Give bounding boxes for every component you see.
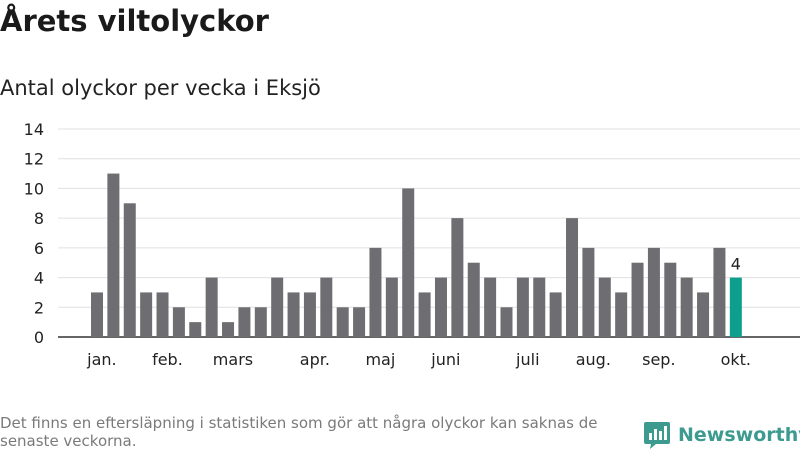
bar <box>533 277 546 337</box>
y-tick-label: 6 <box>34 239 44 258</box>
bar <box>566 218 579 337</box>
bar <box>549 292 562 337</box>
x-tick-label: aug. <box>576 350 611 369</box>
bar <box>353 307 366 337</box>
x-tick-label: maj <box>365 350 395 369</box>
brand-name: Newsworthy <box>678 424 800 446</box>
bar <box>271 277 284 337</box>
bar <box>418 292 431 337</box>
gridlines <box>58 128 800 338</box>
x-axis-month-labels: jan. feb. mars apr. maj juni juli aug. sep. okt. <box>86 350 751 369</box>
x-tick-label: mars <box>213 350 253 369</box>
bars <box>91 173 742 337</box>
x-tick-label: juni <box>430 350 460 369</box>
x-tick-label: sep. <box>642 350 675 369</box>
bar <box>582 247 595 337</box>
x-tick-label: juli <box>515 350 539 369</box>
y-tick-label: 14 <box>24 120 44 139</box>
bar <box>697 292 710 337</box>
y-tick-label: 12 <box>24 150 44 169</box>
y-tick-label: 4 <box>34 269 44 288</box>
bar <box>434 277 447 337</box>
x-tick-label: apr. <box>300 350 330 369</box>
y-axis-ticks: 0 2 4 6 8 10 12 14 <box>24 120 44 347</box>
bar-highlight <box>729 277 742 337</box>
data-label: 4 <box>731 255 741 274</box>
bar <box>385 277 398 337</box>
bar <box>254 307 267 337</box>
bar <box>107 173 120 337</box>
data-labels: 4 <box>731 255 741 274</box>
bar <box>287 292 300 337</box>
bar <box>615 292 628 337</box>
bar <box>402 188 415 337</box>
chart-title: Årets viltolyckor <box>0 4 269 38</box>
bar <box>91 292 103 337</box>
bar <box>647 247 660 337</box>
x-tick-label: feb. <box>152 350 183 369</box>
bar <box>713 247 726 337</box>
bar <box>598 277 611 337</box>
bar <box>238 307 251 337</box>
bar <box>680 277 693 337</box>
y-tick-label: 10 <box>24 179 44 198</box>
bar-chart-logo-icon <box>644 422 670 449</box>
y-tick-label: 2 <box>34 298 44 317</box>
bar <box>189 322 202 337</box>
bar <box>516 277 529 337</box>
bar <box>500 307 513 337</box>
bar <box>336 307 349 337</box>
newsworthy-brand[interactable]: Newsworthy <box>644 420 800 450</box>
x-tick-label: jan. <box>86 350 116 369</box>
bar <box>303 292 316 337</box>
bar <box>205 277 218 337</box>
bar <box>140 292 153 337</box>
bar <box>156 292 169 337</box>
footnote: Det finns en eftersläpning i statistiken… <box>0 414 598 450</box>
bar <box>172 307 185 337</box>
bar-chart: 0 2 4 6 8 10 12 14 jan. feb. mars apr. maj juni juli a… <box>24 120 800 369</box>
bar <box>631 262 644 337</box>
x-tick-label: okt. <box>721 350 751 369</box>
y-tick-label: 8 <box>34 209 44 228</box>
bar <box>664 262 677 337</box>
bar <box>123 203 136 337</box>
bar <box>222 322 235 337</box>
bar <box>451 218 464 337</box>
bar <box>467 262 480 337</box>
chart-subtitle: Antal olyckor per vecka i Eksjö <box>0 76 321 100</box>
bar <box>369 247 382 337</box>
bar <box>484 277 497 337</box>
y-tick-label: 0 <box>34 328 44 347</box>
bar <box>320 277 333 337</box>
